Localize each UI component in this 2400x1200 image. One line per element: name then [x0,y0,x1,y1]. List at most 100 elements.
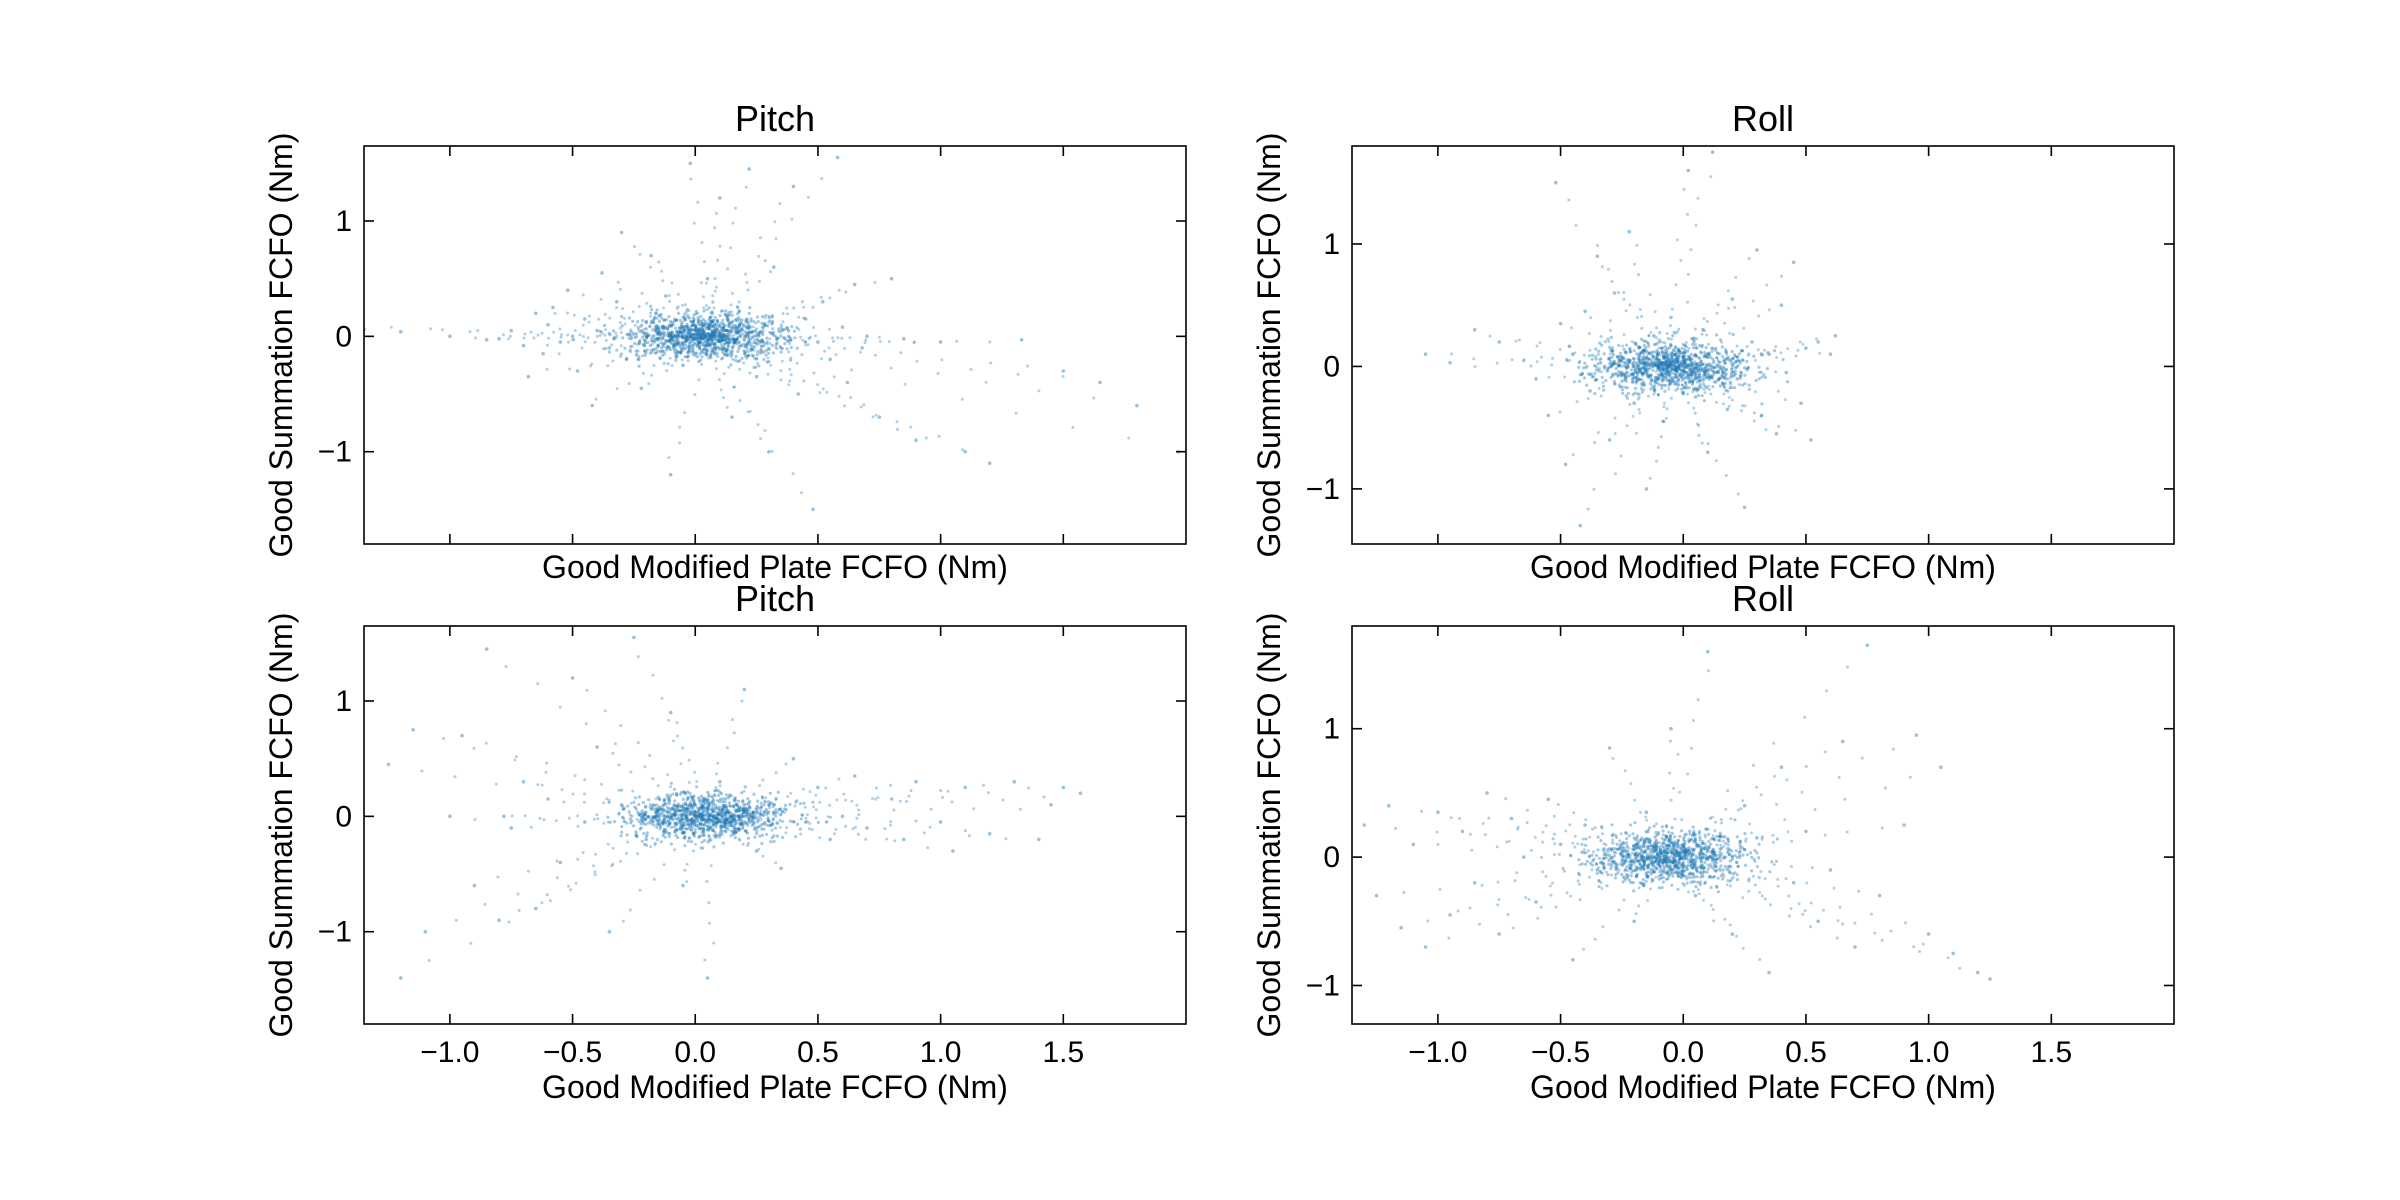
data-point [745,325,750,329]
data-point [1643,357,1647,361]
data-point [510,814,514,818]
data-point [709,334,713,338]
data-point [703,321,707,325]
data-point [714,825,718,829]
data-point [1711,850,1716,854]
data-point [746,831,750,835]
data-point [1472,357,1476,361]
data-point [661,331,665,335]
data-point [676,807,680,811]
data-point [1725,407,1730,412]
data-point [672,813,677,817]
data-point [710,335,714,339]
data-point [1655,353,1659,357]
data-point [1635,834,1640,838]
data-point [726,810,730,814]
data-point [1676,354,1680,358]
data-point [786,328,791,333]
data-point [766,816,770,820]
data-point [663,338,668,342]
data-point [651,673,655,677]
data-point [1675,864,1679,868]
data-point [721,803,725,807]
data-point [1730,398,1734,402]
data-point [1646,363,1650,367]
data-point [1659,851,1663,856]
data-point [1636,356,1640,360]
data-point [724,818,729,822]
data-point [1672,366,1676,370]
data-point [686,315,690,319]
data-point [656,344,660,349]
data-point [760,325,764,329]
data-point [1677,866,1681,871]
data-point [644,822,648,826]
data-point [566,333,570,337]
data-point [779,807,783,811]
data-point [607,346,612,350]
data-point [733,816,737,820]
data-point [1656,446,1660,449]
data-point [1678,349,1682,353]
data-point [690,840,694,844]
data-point [1675,367,1679,371]
data-point [695,334,699,338]
data-point [1652,387,1656,391]
data-point [672,803,676,807]
data-point [666,344,670,348]
data-point [849,396,853,400]
data-point [740,327,744,331]
data-point [1682,854,1686,858]
data-point [705,276,710,281]
data-point [703,351,707,355]
data-point [1644,346,1648,349]
data-point [699,812,703,816]
data-point [1608,345,1612,349]
data-point [676,292,680,296]
data-point [1670,359,1673,363]
data-point [1695,370,1699,374]
data-point [691,336,695,340]
data-point [732,340,736,344]
data-point [716,817,720,821]
data-point [1685,851,1689,855]
data-point [1975,970,1980,975]
data-point [682,315,686,319]
data-point [703,341,707,345]
data-point [1799,401,1803,406]
data-point [729,794,733,798]
data-point [668,319,673,324]
data-point [864,837,868,841]
data-point [1694,373,1698,377]
data-point [761,854,765,858]
data-point [1718,831,1722,835]
data-point [1701,841,1705,846]
data-point [1635,316,1639,320]
data-point [650,319,654,323]
data-point [1652,334,1656,338]
data-point [666,810,670,814]
data-point [1637,395,1641,399]
data-point [1716,890,1720,894]
data-point [914,819,918,823]
data-point [1642,347,1647,351]
data-point [1684,351,1688,355]
data-point [721,309,724,313]
data-point [744,333,748,338]
data-point [744,354,748,358]
data-point [1628,373,1633,377]
data-point [1650,879,1654,884]
data-point [720,809,725,813]
data-point [1460,829,1465,834]
data-point [1674,382,1678,386]
data-point [753,341,757,345]
data-point [1645,340,1649,344]
data-point [745,812,750,816]
data-point [619,331,623,334]
data-point [692,803,697,808]
data-point [1602,364,1607,369]
data-point [1617,383,1621,387]
data-point [715,833,719,837]
data-point [1510,358,1514,362]
data-point [636,852,640,856]
